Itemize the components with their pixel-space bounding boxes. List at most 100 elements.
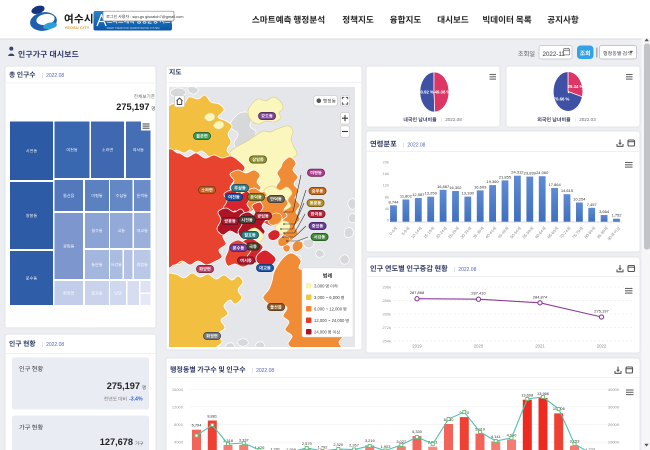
svg-text:5,330: 5,330 bbox=[412, 429, 423, 434]
svg-text:2019: 2019 bbox=[412, 344, 422, 349]
svg-text:2022-11: 2022-11 bbox=[543, 51, 566, 58]
svg-text:2022.08: 2022.08 bbox=[46, 342, 64, 348]
svg-text:8k: 8k bbox=[385, 194, 389, 199]
svg-text:70.66 %: 70.66 % bbox=[554, 97, 570, 102]
svg-text:2,579: 2,579 bbox=[302, 441, 312, 446]
svg-text:275,197: 275,197 bbox=[107, 381, 140, 391]
svg-text:2022.08: 2022.08 bbox=[46, 73, 64, 79]
svg-text:17,864: 17,864 bbox=[548, 182, 561, 187]
svg-text:2,267: 2,267 bbox=[349, 442, 359, 447]
svg-text:2,921: 2,921 bbox=[428, 440, 438, 445]
svg-text:8000: 8000 bbox=[174, 422, 184, 427]
svg-text:|: | bbox=[575, 117, 576, 122]
svg-text:287,410: 287,410 bbox=[471, 291, 486, 296]
svg-text:13,608: 13,608 bbox=[521, 393, 533, 398]
svg-text:2021: 2021 bbox=[535, 344, 545, 349]
svg-text:287,868: 287,868 bbox=[410, 290, 425, 295]
svg-text:11,802: 11,802 bbox=[400, 194, 413, 199]
svg-text:3,337: 3,337 bbox=[239, 438, 249, 443]
svg-text:|: | bbox=[42, 342, 43, 348]
svg-text:3,153: 3,153 bbox=[570, 439, 580, 444]
svg-text:|: | bbox=[403, 142, 404, 148]
svg-text:8,881: 8,881 bbox=[207, 413, 217, 418]
svg-text:6,794: 6,794 bbox=[192, 423, 203, 428]
svg-text:24,060: 24,060 bbox=[536, 170, 549, 175]
svg-text:20000: 20000 bbox=[608, 422, 620, 427]
svg-text:23,839: 23,839 bbox=[524, 171, 537, 176]
svg-text:85-89: 85-89 bbox=[596, 228, 607, 240]
svg-text:SMART PREDICTION ADMINISTRATIO: SMART PREDICTION ADMINISTRATION SYSTEM bbox=[107, 27, 160, 30]
svg-text:24,312: 24,312 bbox=[511, 170, 524, 175]
svg-text:127,678: 127,678 bbox=[100, 437, 133, 447]
svg-text:19,360: 19,360 bbox=[486, 179, 499, 184]
svg-text:275,197: 275,197 bbox=[116, 102, 149, 112]
svg-text:3,027: 3,027 bbox=[396, 439, 406, 444]
svg-text:0-4: 0-4 bbox=[388, 228, 396, 236]
svg-text:50-54: 50-54 bbox=[509, 228, 520, 240]
svg-text:2022.03: 2022.03 bbox=[579, 117, 596, 122]
svg-text:16,887: 16,887 bbox=[437, 184, 450, 189]
svg-text:|: | bbox=[252, 368, 253, 374]
svg-text:50.92 %: 50.92 % bbox=[418, 89, 434, 94]
svg-text:15-19: 15-19 bbox=[422, 228, 433, 240]
svg-text:2,320: 2,320 bbox=[333, 442, 344, 447]
svg-text:3,000: 3,000 bbox=[314, 284, 325, 289]
svg-text:-3.4%: -3.4% bbox=[129, 397, 143, 403]
svg-text:275,197: 275,197 bbox=[594, 309, 609, 314]
svg-text:12000: 12000 bbox=[172, 404, 184, 409]
svg-text:1,903: 1,903 bbox=[381, 444, 391, 449]
svg-text:3,219: 3,219 bbox=[365, 438, 375, 443]
svg-text:16000: 16000 bbox=[172, 387, 184, 392]
svg-text:2022: 2022 bbox=[597, 344, 607, 349]
svg-text:16,609: 16,609 bbox=[474, 184, 487, 189]
svg-text:|: | bbox=[42, 73, 43, 79]
svg-text:2022.08: 2022.08 bbox=[458, 267, 476, 273]
svg-text:5,919: 5,919 bbox=[475, 426, 485, 431]
svg-text:: sqn-gs gisoatch7@gmail.com: : sqn-gs gisoatch7@gmail.com bbox=[130, 14, 183, 19]
svg-text:40000: 40000 bbox=[608, 387, 620, 392]
svg-text:65-69: 65-69 bbox=[546, 228, 557, 240]
svg-text:5-9: 5-9 bbox=[400, 228, 408, 236]
svg-text:75-79: 75-79 bbox=[571, 228, 582, 240]
svg-text:80-84: 80-84 bbox=[583, 228, 594, 240]
svg-text:12,000 ~ 24,000: 12,000 ~ 24,000 bbox=[314, 318, 345, 323]
svg-text:16,302: 16,302 bbox=[449, 185, 462, 190]
svg-text:29.34 %: 29.34 % bbox=[568, 84, 584, 89]
svg-text:4k: 4k bbox=[385, 206, 389, 211]
svg-text:30000: 30000 bbox=[608, 404, 620, 409]
svg-text:16k: 16k bbox=[383, 171, 389, 176]
svg-text:49.08 %: 49.08 % bbox=[435, 89, 451, 94]
svg-text:10,254: 10,254 bbox=[573, 197, 586, 202]
svg-text:288k: 288k bbox=[382, 298, 391, 303]
svg-text:1,273: 1,273 bbox=[585, 447, 595, 450]
svg-text:3,318: 3,318 bbox=[223, 438, 233, 443]
svg-text:1,291: 1,291 bbox=[270, 447, 280, 450]
svg-text:12k: 12k bbox=[383, 183, 389, 188]
svg-text:24,000: 24,000 bbox=[314, 330, 327, 335]
svg-text:12,587: 12,587 bbox=[412, 192, 425, 197]
svg-text:10-14: 10-14 bbox=[410, 228, 421, 240]
svg-text:2020: 2020 bbox=[474, 344, 484, 349]
svg-text:35-39: 35-39 bbox=[472, 228, 483, 240]
svg-text:264k: 264k bbox=[382, 339, 391, 344]
svg-text:30-34: 30-34 bbox=[459, 228, 470, 240]
svg-text:272k: 272k bbox=[382, 325, 391, 330]
svg-text:25-29: 25-29 bbox=[447, 228, 458, 240]
svg-text:14,615: 14,615 bbox=[561, 188, 574, 193]
svg-text:20k: 20k bbox=[383, 160, 389, 165]
svg-text:2022.08: 2022.08 bbox=[445, 117, 462, 122]
svg-text:|: | bbox=[441, 117, 442, 122]
svg-text:45-49: 45-49 bbox=[497, 228, 508, 240]
svg-text:280k: 280k bbox=[382, 312, 391, 317]
svg-text:10000: 10000 bbox=[608, 440, 620, 445]
svg-text:20-24: 20-24 bbox=[435, 228, 446, 240]
svg-text:60-64: 60-64 bbox=[534, 228, 545, 240]
svg-text:1,792: 1,792 bbox=[318, 445, 328, 450]
svg-text:70-74: 70-74 bbox=[559, 228, 570, 240]
svg-text:1,676: 1,676 bbox=[255, 445, 265, 450]
svg-text:3,664: 3,664 bbox=[599, 209, 610, 214]
svg-text:8,744: 8,744 bbox=[388, 199, 399, 204]
svg-text:284,874: 284,874 bbox=[533, 294, 548, 299]
svg-text:55-59: 55-59 bbox=[521, 228, 532, 240]
svg-text:40-44: 40-44 bbox=[484, 228, 495, 240]
